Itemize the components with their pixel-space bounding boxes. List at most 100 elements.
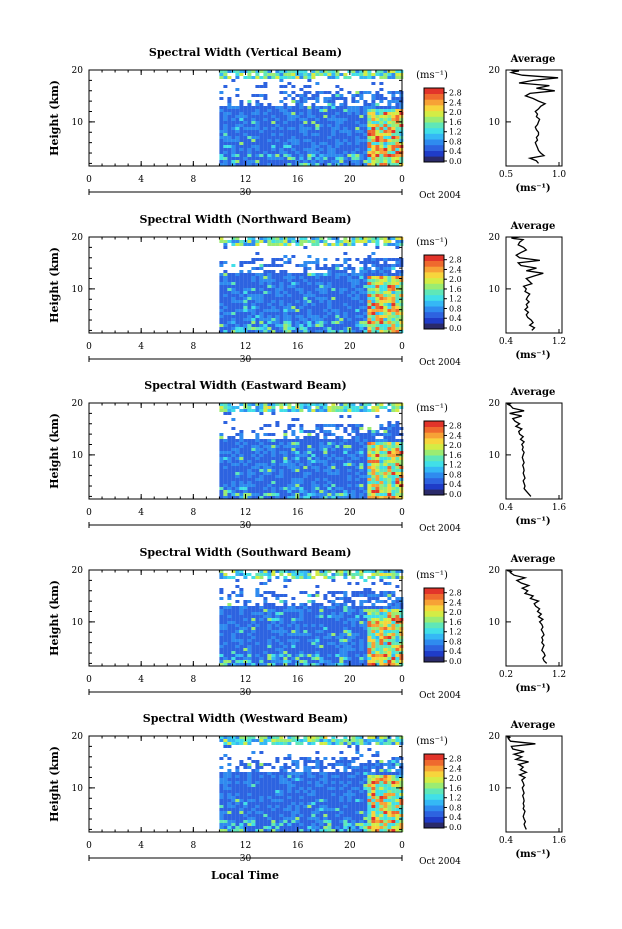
heatmap-cell xyxy=(335,454,340,457)
heatmap-cell xyxy=(283,594,288,597)
heatmap-cell xyxy=(255,85,260,88)
heatmap-cell xyxy=(283,579,288,582)
heatmap-cell xyxy=(315,279,320,282)
heatmap-cell xyxy=(251,657,256,660)
heatmap-cell xyxy=(267,118,272,121)
heatmap-cell xyxy=(259,291,264,294)
heatmap-cell xyxy=(243,612,248,615)
heatmap-cell xyxy=(243,454,248,457)
heatmap-cell xyxy=(235,312,240,315)
heatmap-cell xyxy=(259,406,264,409)
heatmap-cell xyxy=(331,136,336,139)
heatmap-cell xyxy=(347,127,352,130)
heatmap-cell xyxy=(291,642,296,645)
colorbar-swatch xyxy=(424,300,444,307)
heatmap-cell xyxy=(235,573,240,576)
heatmap-cell xyxy=(279,493,284,496)
heatmap-cell xyxy=(351,100,356,103)
heatmap-cell xyxy=(299,160,304,163)
heatmap-cell xyxy=(323,148,328,151)
heatmap-cell xyxy=(327,112,332,115)
heatmap-cell xyxy=(263,321,268,324)
heatmap-cell xyxy=(347,424,352,427)
heatmap-cell xyxy=(371,163,376,166)
heatmap-cell xyxy=(343,276,348,279)
heatmap-cell xyxy=(239,645,244,648)
heatmap-cell xyxy=(219,660,224,663)
heatmap-cell xyxy=(227,636,232,639)
heatmap-cell xyxy=(219,436,224,439)
heatmap-cell xyxy=(275,472,280,475)
colorbar-swatch xyxy=(424,421,444,427)
heatmap-cell xyxy=(331,600,336,603)
heatmap-cell xyxy=(391,496,396,499)
heatmap-cell xyxy=(227,630,232,633)
profile-y-tick-label: 10 xyxy=(489,285,501,295)
heatmap-cell xyxy=(331,264,336,267)
heatmap-cell xyxy=(335,273,340,276)
heatmap-cell xyxy=(283,315,288,318)
heatmap-cell xyxy=(315,303,320,306)
heatmap-cell xyxy=(235,624,240,627)
heatmap-cell xyxy=(295,109,300,112)
heatmap-cell xyxy=(327,493,332,496)
heatmap-cell xyxy=(255,460,260,463)
heatmap-cell xyxy=(271,288,276,291)
heatmap-cell xyxy=(271,642,276,645)
heatmap-cell xyxy=(255,133,260,136)
heatmap-cell xyxy=(267,403,272,406)
heatmap-cell xyxy=(247,145,252,148)
heatmap-cell xyxy=(383,600,388,603)
heatmap-cell xyxy=(275,627,280,630)
heatmap-cell xyxy=(395,291,400,294)
heatmap-cell xyxy=(271,615,276,618)
heatmap-cell xyxy=(375,633,380,636)
heatmap-cell xyxy=(327,73,332,76)
heatmap-cell xyxy=(279,312,284,315)
heatmap-cell xyxy=(335,612,340,615)
heatmap-cell xyxy=(343,430,348,433)
heatmap-cell xyxy=(251,303,256,306)
heatmap-cell xyxy=(343,327,348,330)
heatmap-cell xyxy=(303,454,308,457)
heatmap-cell xyxy=(283,439,288,442)
heatmap-cell xyxy=(263,457,268,460)
heatmap-cell xyxy=(291,148,296,151)
heatmap-cell xyxy=(291,97,296,100)
heatmap-cell xyxy=(263,648,268,651)
heatmap-cell xyxy=(227,615,232,618)
heatmap-cell xyxy=(259,582,264,585)
heatmap-cell xyxy=(355,136,360,139)
heatmap-cell xyxy=(283,309,288,312)
heatmap-cell xyxy=(331,276,336,279)
heatmap-cell xyxy=(367,493,372,496)
heatmap-cell xyxy=(223,139,228,142)
heatmap-cell xyxy=(319,448,324,451)
heatmap-cell xyxy=(251,261,256,264)
heatmap-cell xyxy=(291,493,296,496)
heatmap-cell xyxy=(367,237,372,240)
heatmap-cell xyxy=(375,439,380,442)
heatmap-cell xyxy=(315,618,320,621)
heatmap-cell xyxy=(335,424,340,427)
colorbar-swatch xyxy=(424,466,444,473)
heatmap-cell xyxy=(247,645,252,648)
heatmap-cell xyxy=(311,70,316,73)
heatmap-cell xyxy=(347,106,352,109)
heatmap-cell xyxy=(307,436,312,439)
heatmap-cell xyxy=(287,109,292,112)
heatmap-cell xyxy=(219,73,224,76)
heatmap-cell xyxy=(327,591,332,594)
heatmap-cell xyxy=(367,109,372,112)
heatmap-cell xyxy=(327,663,332,666)
heatmap-cell xyxy=(371,324,376,327)
heatmap-cell xyxy=(359,127,364,130)
heatmap-cell xyxy=(315,424,320,427)
heatmap-cell xyxy=(251,466,256,469)
heatmap-cell xyxy=(275,660,280,663)
heatmap-cell xyxy=(295,157,300,160)
heatmap-cell xyxy=(327,160,332,163)
heatmap-cell xyxy=(355,487,360,490)
heatmap-cell xyxy=(251,154,256,157)
heatmap-cell xyxy=(235,481,240,484)
